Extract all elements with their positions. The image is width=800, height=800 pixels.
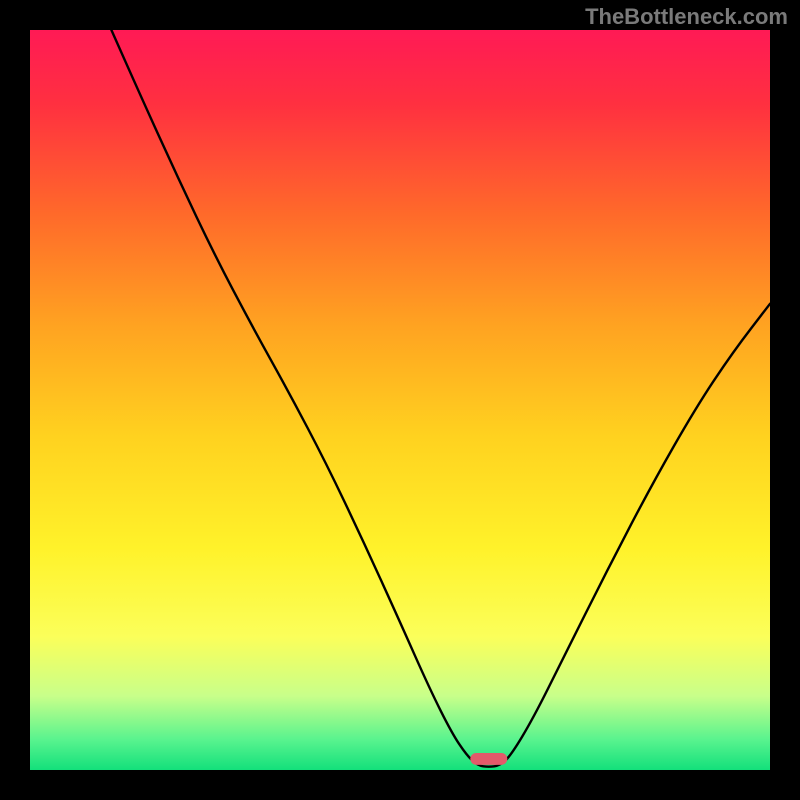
plot-area: [30, 30, 770, 770]
chart-svg: [0, 0, 800, 800]
chart-container: TheBottleneck.com: [0, 0, 800, 800]
optimal-marker: [470, 753, 507, 765]
